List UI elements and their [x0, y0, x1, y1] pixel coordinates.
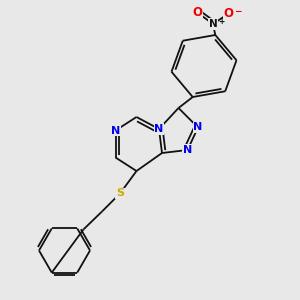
Text: +: + [218, 16, 224, 26]
Text: N: N [111, 125, 120, 136]
Text: N: N [194, 122, 202, 133]
Text: N: N [183, 145, 192, 155]
Text: O: O [224, 7, 234, 20]
Text: −: − [234, 8, 242, 16]
Text: O: O [192, 6, 203, 19]
Text: N: N [154, 124, 164, 134]
Text: N: N [208, 19, 217, 29]
Text: S: S [116, 188, 124, 199]
